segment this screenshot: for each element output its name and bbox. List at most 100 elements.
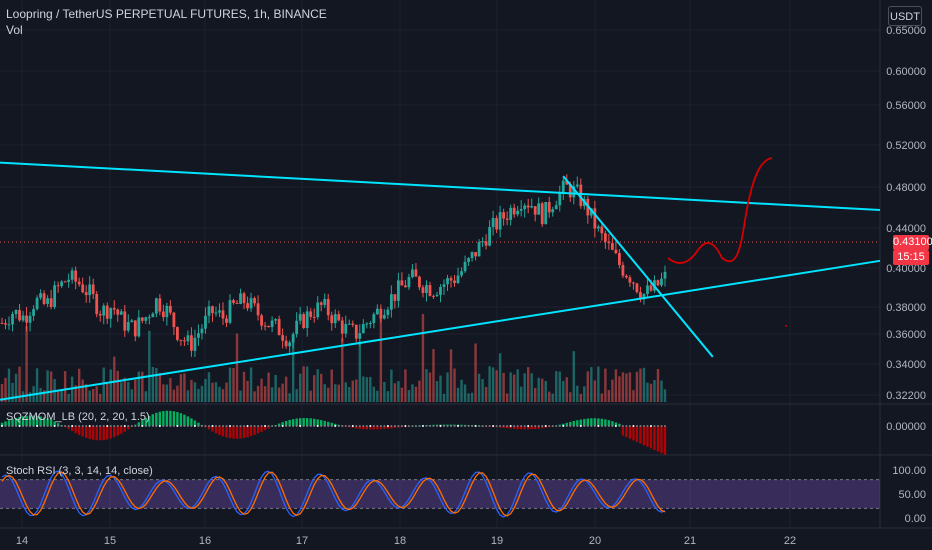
volume-bar — [148, 330, 151, 402]
sqz-bar — [46, 418, 49, 426]
sqz-dot — [646, 425, 649, 427]
sqz-dot — [421, 425, 424, 427]
sqz-dot — [130, 425, 133, 427]
sqz-dot — [193, 425, 196, 427]
sqz-dot — [60, 425, 63, 427]
volume-bar — [253, 391, 256, 402]
candle-body — [523, 205, 527, 209]
volume-bar — [113, 356, 116, 402]
sqz-dot — [407, 425, 410, 427]
volume-bar — [134, 379, 137, 402]
sqz-bar — [509, 426, 512, 429]
candle-body — [225, 318, 228, 323]
candle-body — [309, 311, 313, 317]
sqz-dot — [1, 425, 3, 427]
candle-body — [105, 305, 109, 319]
volume-bar — [246, 380, 249, 402]
candle-body — [7, 324, 11, 326]
sqz-dot — [327, 425, 330, 427]
volume-bar — [393, 383, 397, 402]
candle-body — [70, 270, 74, 280]
candle-body — [358, 333, 362, 339]
price-tick-label: 0.36000 — [886, 329, 926, 341]
volume-bar — [334, 384, 337, 402]
candle-body — [435, 294, 439, 297]
candle-body — [140, 317, 144, 321]
last-price-tag: 0.43100 — [893, 235, 932, 250]
sqz-dot — [32, 425, 35, 427]
candle-body — [453, 280, 456, 284]
volume-bar — [84, 384, 88, 402]
candle-body — [4, 323, 7, 325]
sqz-dot — [628, 425, 631, 427]
candle-body — [81, 284, 85, 293]
candle-body — [67, 279, 71, 283]
candle-body — [368, 323, 372, 325]
volume-bar — [28, 392, 32, 402]
candle-body — [470, 252, 474, 259]
candle-body — [0, 322, 4, 324]
sqz-bar — [81, 426, 84, 437]
sqz-bar — [316, 419, 319, 426]
sqz-dot — [88, 425, 91, 427]
candle-body — [488, 227, 492, 246]
sqz-bar — [565, 422, 568, 426]
volume-bar — [204, 378, 207, 402]
candle-body — [568, 184, 572, 198]
volume-bar — [583, 386, 586, 402]
sqz-dot — [246, 425, 249, 427]
sqz-bar — [225, 426, 228, 438]
candle-body — [607, 241, 611, 244]
volume-bar — [534, 387, 537, 402]
candle-body — [126, 322, 130, 331]
volume-bar — [470, 392, 474, 402]
sqz-bar — [183, 414, 186, 426]
volume-bar — [576, 385, 579, 402]
candle-body — [190, 335, 193, 351]
volume-bar — [512, 374, 516, 402]
candle-body — [137, 317, 141, 337]
sqz-bar — [327, 421, 330, 426]
sqz-bar — [660, 426, 663, 454]
candle-body — [432, 295, 435, 297]
volume-bar — [621, 372, 625, 402]
candle-body — [660, 278, 663, 286]
volume-bar — [60, 389, 63, 402]
sqz-dot — [471, 425, 474, 427]
sqz-dot — [134, 425, 137, 427]
candle-body — [663, 271, 667, 279]
candle-body — [316, 302, 320, 318]
sqz-dot — [653, 425, 656, 427]
sqz-dot — [569, 425, 572, 427]
sqz-dot — [253, 425, 256, 427]
sqz-bar — [67, 426, 70, 430]
candle-body — [228, 300, 232, 323]
volume-bar — [162, 384, 165, 402]
sqz-dot — [593, 425, 596, 427]
sqz-bar — [158, 411, 162, 426]
candle-body — [147, 317, 151, 319]
candle-body — [617, 253, 621, 265]
volume-bar — [404, 369, 407, 402]
volume-bar — [186, 390, 190, 402]
volume-bar — [239, 390, 242, 402]
currency-badge[interactable]: USDT — [888, 6, 922, 26]
candle-body — [56, 285, 60, 287]
candle-body — [274, 319, 278, 321]
candle-body — [642, 293, 646, 300]
candle-body — [267, 325, 271, 328]
candle-body — [168, 305, 172, 313]
candle-body — [232, 300, 235, 303]
sqz-bar — [614, 422, 618, 426]
candle-body — [161, 311, 165, 318]
sqz-bar — [99, 426, 102, 441]
candle-body — [270, 320, 274, 328]
volume-bar — [74, 385, 77, 402]
candle-body — [632, 282, 635, 284]
sqz-bar — [218, 426, 221, 435]
sqz-bar — [586, 418, 590, 426]
volume-bar — [625, 373, 628, 402]
price-tick-label: 0.65000 — [886, 25, 926, 37]
stoch-tick-label: 100.00 — [892, 465, 926, 477]
